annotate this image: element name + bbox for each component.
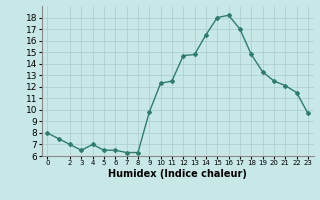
X-axis label: Humidex (Indice chaleur): Humidex (Indice chaleur) — [108, 169, 247, 179]
